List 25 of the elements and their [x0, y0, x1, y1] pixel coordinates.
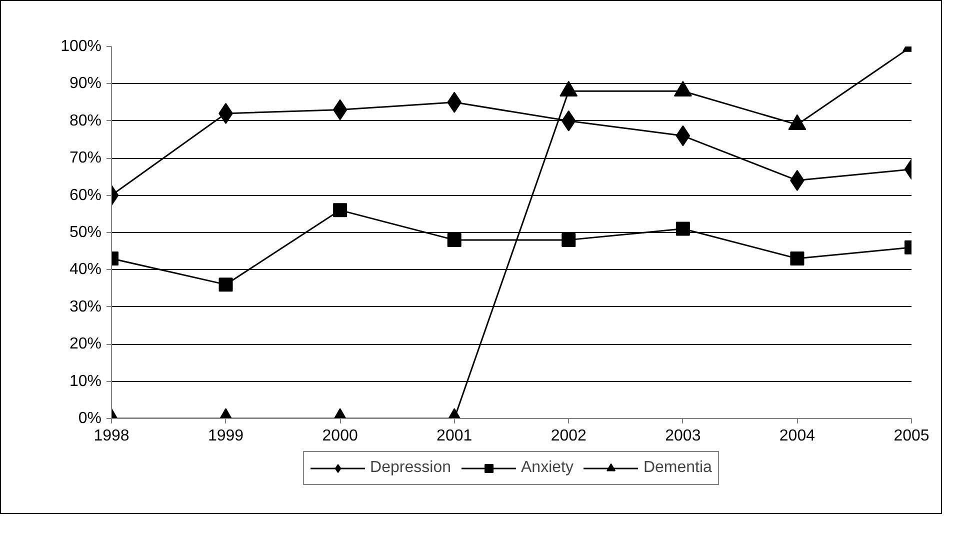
legend-label: Depression [370, 459, 451, 477]
x-tick-label: 2004 [779, 428, 816, 444]
x-tick-label: 2002 [550, 428, 587, 444]
y-tick-label: 30% [69, 298, 102, 316]
y-tick-label: 80% [69, 112, 102, 130]
x-tick-label: 2000 [322, 428, 358, 444]
point [333, 203, 348, 218]
x-tick-label: 1998 [94, 428, 130, 444]
x-tick-label: 2003 [665, 428, 701, 444]
y-tick-label: 0% [78, 410, 102, 427]
y-tick-label: 20% [69, 336, 102, 353]
legend-label: Dementia [643, 459, 712, 477]
y-tick-label: 50% [69, 224, 102, 241]
y-tick-label: 10% [69, 372, 102, 390]
x-tick-label: 1999 [208, 428, 244, 444]
point [447, 232, 462, 247]
y-tick-label: 100% [60, 38, 102, 55]
legend-label: Anxiety [520, 459, 574, 477]
y-tick-label: 90% [69, 75, 102, 92]
x-tick-label: 2001 [436, 428, 472, 444]
y-tick-label: 70% [69, 150, 102, 167]
y-tick-label: 40% [69, 261, 102, 278]
y-tick-label: 60% [69, 186, 102, 204]
point [562, 232, 576, 247]
x-tick-label: 2005 [894, 428, 930, 444]
